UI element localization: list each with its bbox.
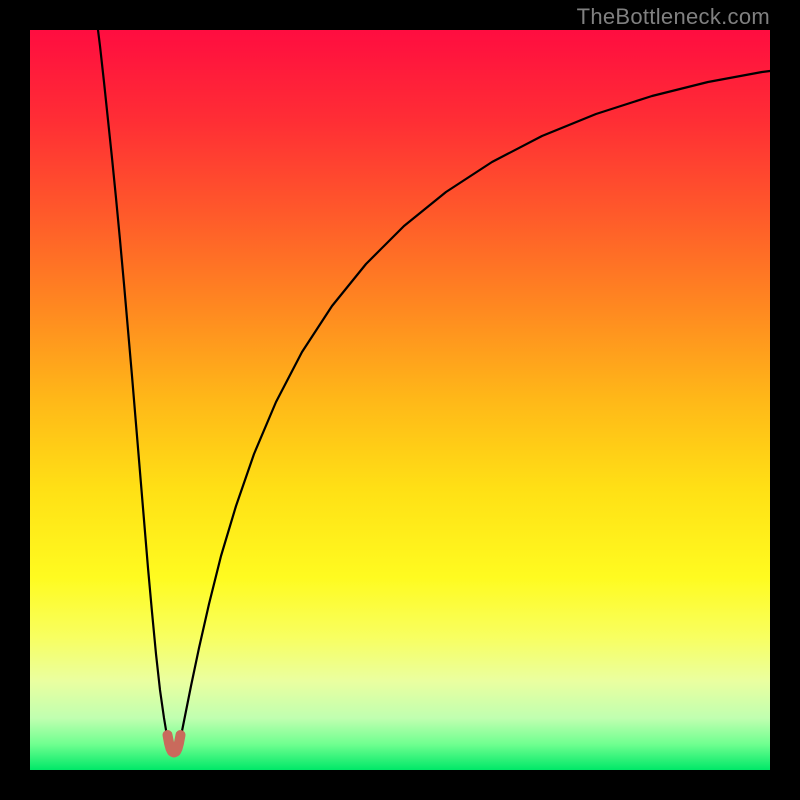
plot-area	[30, 30, 770, 770]
chart-container: TheBottleneck.com	[0, 0, 800, 800]
watermark-text: TheBottleneck.com	[577, 4, 770, 30]
plot-svg	[30, 30, 770, 770]
plot-background	[30, 30, 770, 770]
